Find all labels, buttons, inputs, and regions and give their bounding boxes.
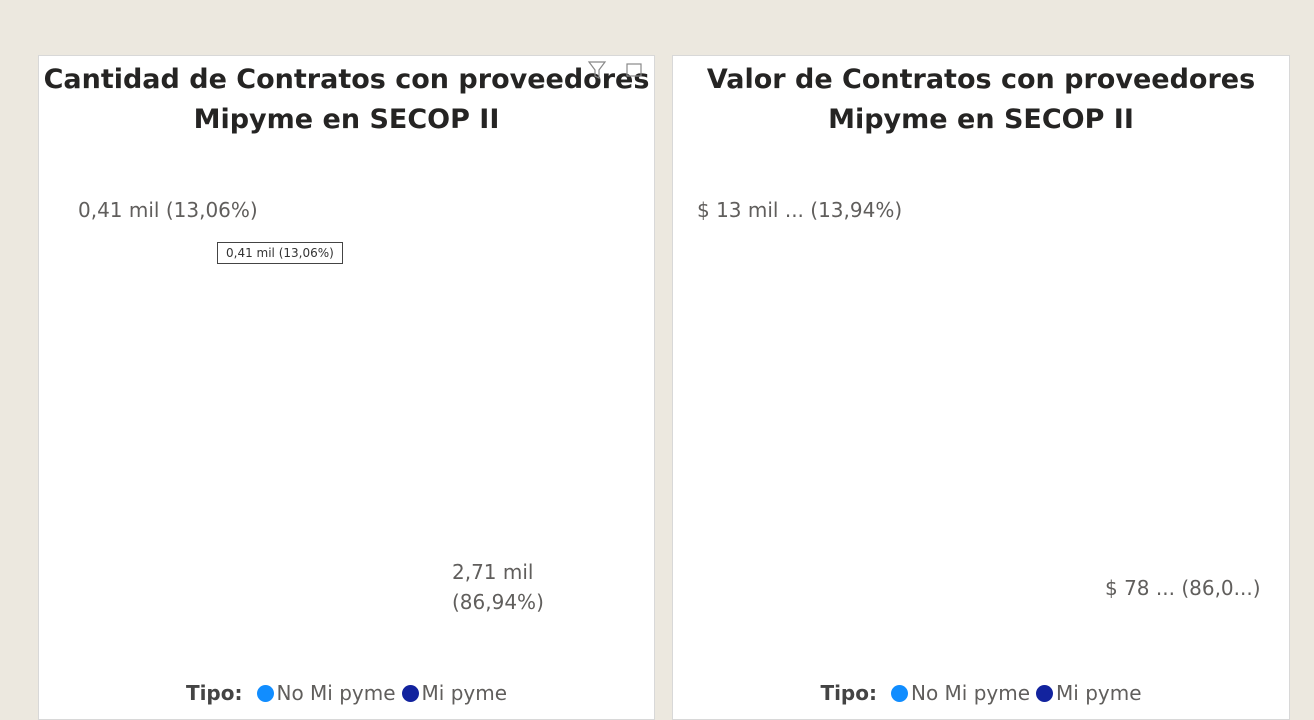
legend-label: Mi pyme [1056, 681, 1142, 705]
legend-label: No Mi pyme [911, 681, 1031, 705]
filter-icon[interactable] [587, 61, 607, 79]
legend-label: No Mi pyme [276, 681, 396, 705]
legend: Tipo: No Mi pyme Mi pyme [673, 681, 1289, 705]
tooltip: 0,41 mil (13,06%) [217, 242, 343, 264]
chart-panel: Cantidad de Contratos con proveedores Mi… [38, 55, 655, 720]
chart-title: Cantidad de Contratos con proveedores Mi… [43, 64, 650, 135]
focus-icon[interactable] [626, 63, 642, 77]
legend-swatch [401, 685, 419, 702]
legend-title: Tipo: [185, 681, 243, 705]
data-label: $ 78 ... (86,0...) [1105, 576, 1261, 600]
legend: Tipo: No Mi pyme Mi pyme [39, 681, 654, 705]
data-label: 0,41 mil (13,06%) [78, 198, 258, 222]
legend-swatch [256, 685, 274, 702]
chart-title: Valor de Contratos con proveedores Mipym… [706, 64, 1256, 135]
legend-title: Tipo: [820, 681, 877, 705]
legend-swatch [891, 685, 908, 702]
data-label: 2,71 mil (86,94%) [452, 560, 544, 614]
header-icons [587, 61, 642, 79]
chart-panel: Valor de Contratos con proveedores Mipym… [672, 55, 1290, 720]
legend-label: Mi pyme [421, 681, 508, 705]
legend-swatch [1036, 685, 1054, 702]
data-label: $ 13 mil ... (13,94%) [697, 198, 903, 222]
